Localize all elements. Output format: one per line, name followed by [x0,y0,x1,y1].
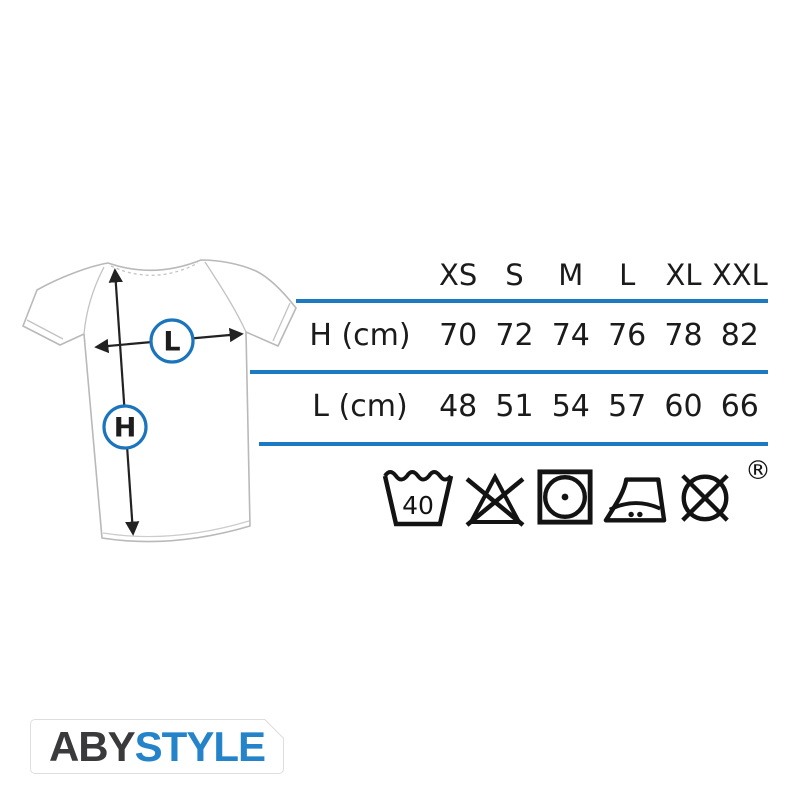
height-value-s: 72 [495,317,534,353]
logo-text-aby: ABY [48,722,135,770]
table-divider-bottom [259,442,768,446]
height-row-label: H (cm) [309,317,411,353]
height-label: H [114,413,137,444]
do-not-dry-clean-icon [681,474,729,522]
care-symbols-row: 40 ® [382,458,771,530]
collar-ribbing [110,262,199,276]
size-col-l: L [619,257,636,292]
size-col-xl: XL [665,257,702,292]
height-value-xl: 78 [664,317,703,353]
iron-two-dots-icon [603,477,667,523]
size-col-s: S [505,257,524,292]
table-divider-top [296,299,768,303]
width-row: L (cm) 48 51 54 57 60 66 [290,371,768,443]
width-value-s: 51 [495,389,534,424]
do-not-bleach-icon [465,472,525,527]
size-col-m: M [558,257,584,292]
size-table: XS S M L XL XXL H (cm) 70 72 74 76 78 82… [290,250,768,443]
size-table-header-row: XS S M L XL XXL [290,250,768,300]
tshirt-outline [22,259,297,543]
tumble-dry-icon [537,469,593,525]
abystyle-logo-plate: ABYSTYLE [31,720,283,773]
size-col-xxl: XXL [711,257,768,292]
left-sleeve-seam [83,266,105,335]
abystyle-logo: ABYSTYLE [30,719,284,774]
height-value-xs: 70 [439,317,478,353]
height-measure-arrow [108,268,140,536]
width-value-xs: 48 [439,389,478,424]
abystyle-logo-text: ABYSTYLE [49,726,265,768]
right-cuff-hem [272,302,291,342]
height-label-circle [102,404,148,450]
width-label: L [163,327,180,358]
width-row-label: L (cm) [312,389,408,424]
registered-trademark-symbol: ® [745,456,771,486]
height-value-xxl: 82 [720,317,759,353]
height-value-m: 74 [551,317,590,353]
height-value-l: 76 [608,317,647,353]
width-label-circle [149,318,195,364]
right-sleeve-seam [204,261,247,333]
size-col-xs: XS [439,257,478,292]
height-row: H (cm) 70 72 74 76 78 82 [290,300,768,371]
logo-text-style: STYLE [134,722,266,770]
width-value-l: 57 [608,389,647,424]
width-value-xl: 60 [664,389,703,424]
tshirt-svg: L H [22,259,297,543]
table-divider-middle [250,370,768,374]
machine-wash-40-icon: 40 [382,470,454,527]
tshirt-diagram: L H [20,250,300,550]
width-value-m: 54 [551,389,590,424]
left-cuff-hem [26,319,64,340]
width-value-xxl: 66 [720,389,759,424]
wash-temp-label: 40 [402,491,434,520]
